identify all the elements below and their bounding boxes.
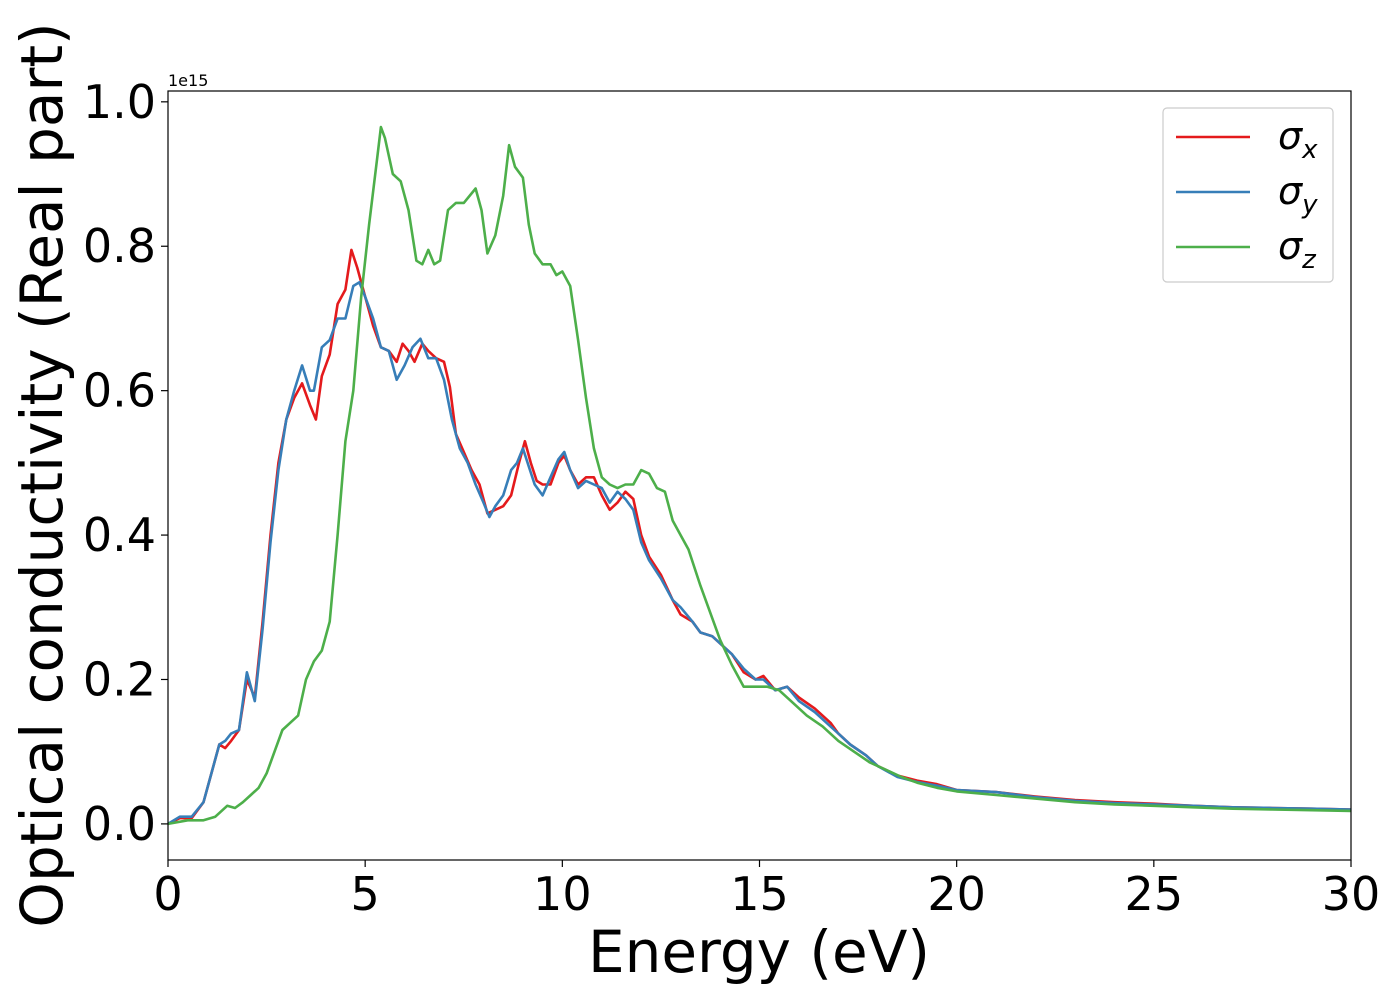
series-line-z [167,125,1352,826]
x-tick-label: 5 [351,867,380,921]
y-axis-label: Optical conductivity (Real part) [8,22,76,927]
plot-area [168,91,1351,860]
x-axis-label: Energy (eV) [588,918,930,986]
series-line-y [167,281,1352,826]
x-axis-ticks: 0 5 10 15 20 25 30 [153,860,1380,921]
y-tick-label: 0.6 [83,364,156,418]
y-tick-label: 0.8 [83,219,156,273]
y-tick-label: 0.4 [83,508,156,562]
legend-label-z: σz [1278,224,1317,275]
x-tick-label: 25 [1125,867,1184,921]
x-tick-label: 20 [927,867,986,921]
y-offset-label: 1e15 [168,71,208,90]
legend-label-y: σy [1278,169,1318,220]
series-group [167,125,1352,826]
y-tick-label: 0.2 [83,652,156,706]
x-tick-label: 10 [533,867,592,921]
y-tick-label: 0.0 [83,797,156,851]
legend-label-x: σx [1278,114,1318,165]
x-tick-label: 30 [1322,867,1381,921]
x-tick-label: 15 [730,867,789,921]
x-tick-label: 0 [153,867,182,921]
legend-box [1162,107,1334,283]
y-axis-ticks: 0.0 0.2 0.4 0.6 0.8 1.0 [83,75,168,851]
y-tick-label: 1.0 [83,75,156,129]
